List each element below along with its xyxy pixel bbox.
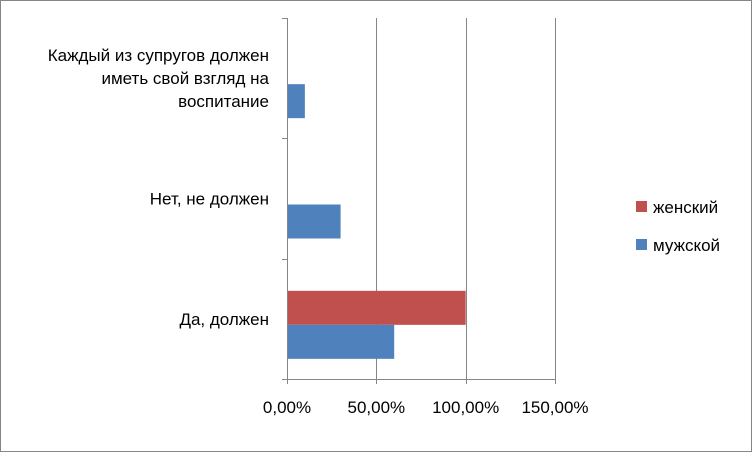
x-tick-labels: 0,00% 50,00% 100,00% 150,00% [263, 398, 589, 417]
x-tick-label: 50,00% [347, 398, 405, 417]
category-label: Нет, не должен [150, 190, 269, 209]
x-tick-label: 150,00% [521, 398, 588, 417]
category-label: Да, должен [179, 310, 269, 329]
legend: женский мужской [636, 198, 720, 255]
legend-swatch [636, 201, 647, 212]
x-tick-label: 0,00% [263, 398, 311, 417]
axes [282, 18, 556, 384]
legend-label: женский [653, 198, 718, 217]
legend-label: мужской [653, 236, 720, 255]
gridlines [376, 18, 556, 379]
legend-swatch [636, 239, 647, 250]
bar-female [287, 290, 466, 325]
x-tick-label: 100,00% [432, 398, 499, 417]
bars [287, 84, 466, 359]
bar-male [287, 204, 341, 239]
bar-male [287, 84, 305, 119]
category-label: Каждый из супругов должен иметь свой взгл… [48, 46, 270, 111]
category-labels: Каждый из супругов должен иметь свой взгл… [48, 46, 270, 329]
bar-male [287, 324, 395, 359]
